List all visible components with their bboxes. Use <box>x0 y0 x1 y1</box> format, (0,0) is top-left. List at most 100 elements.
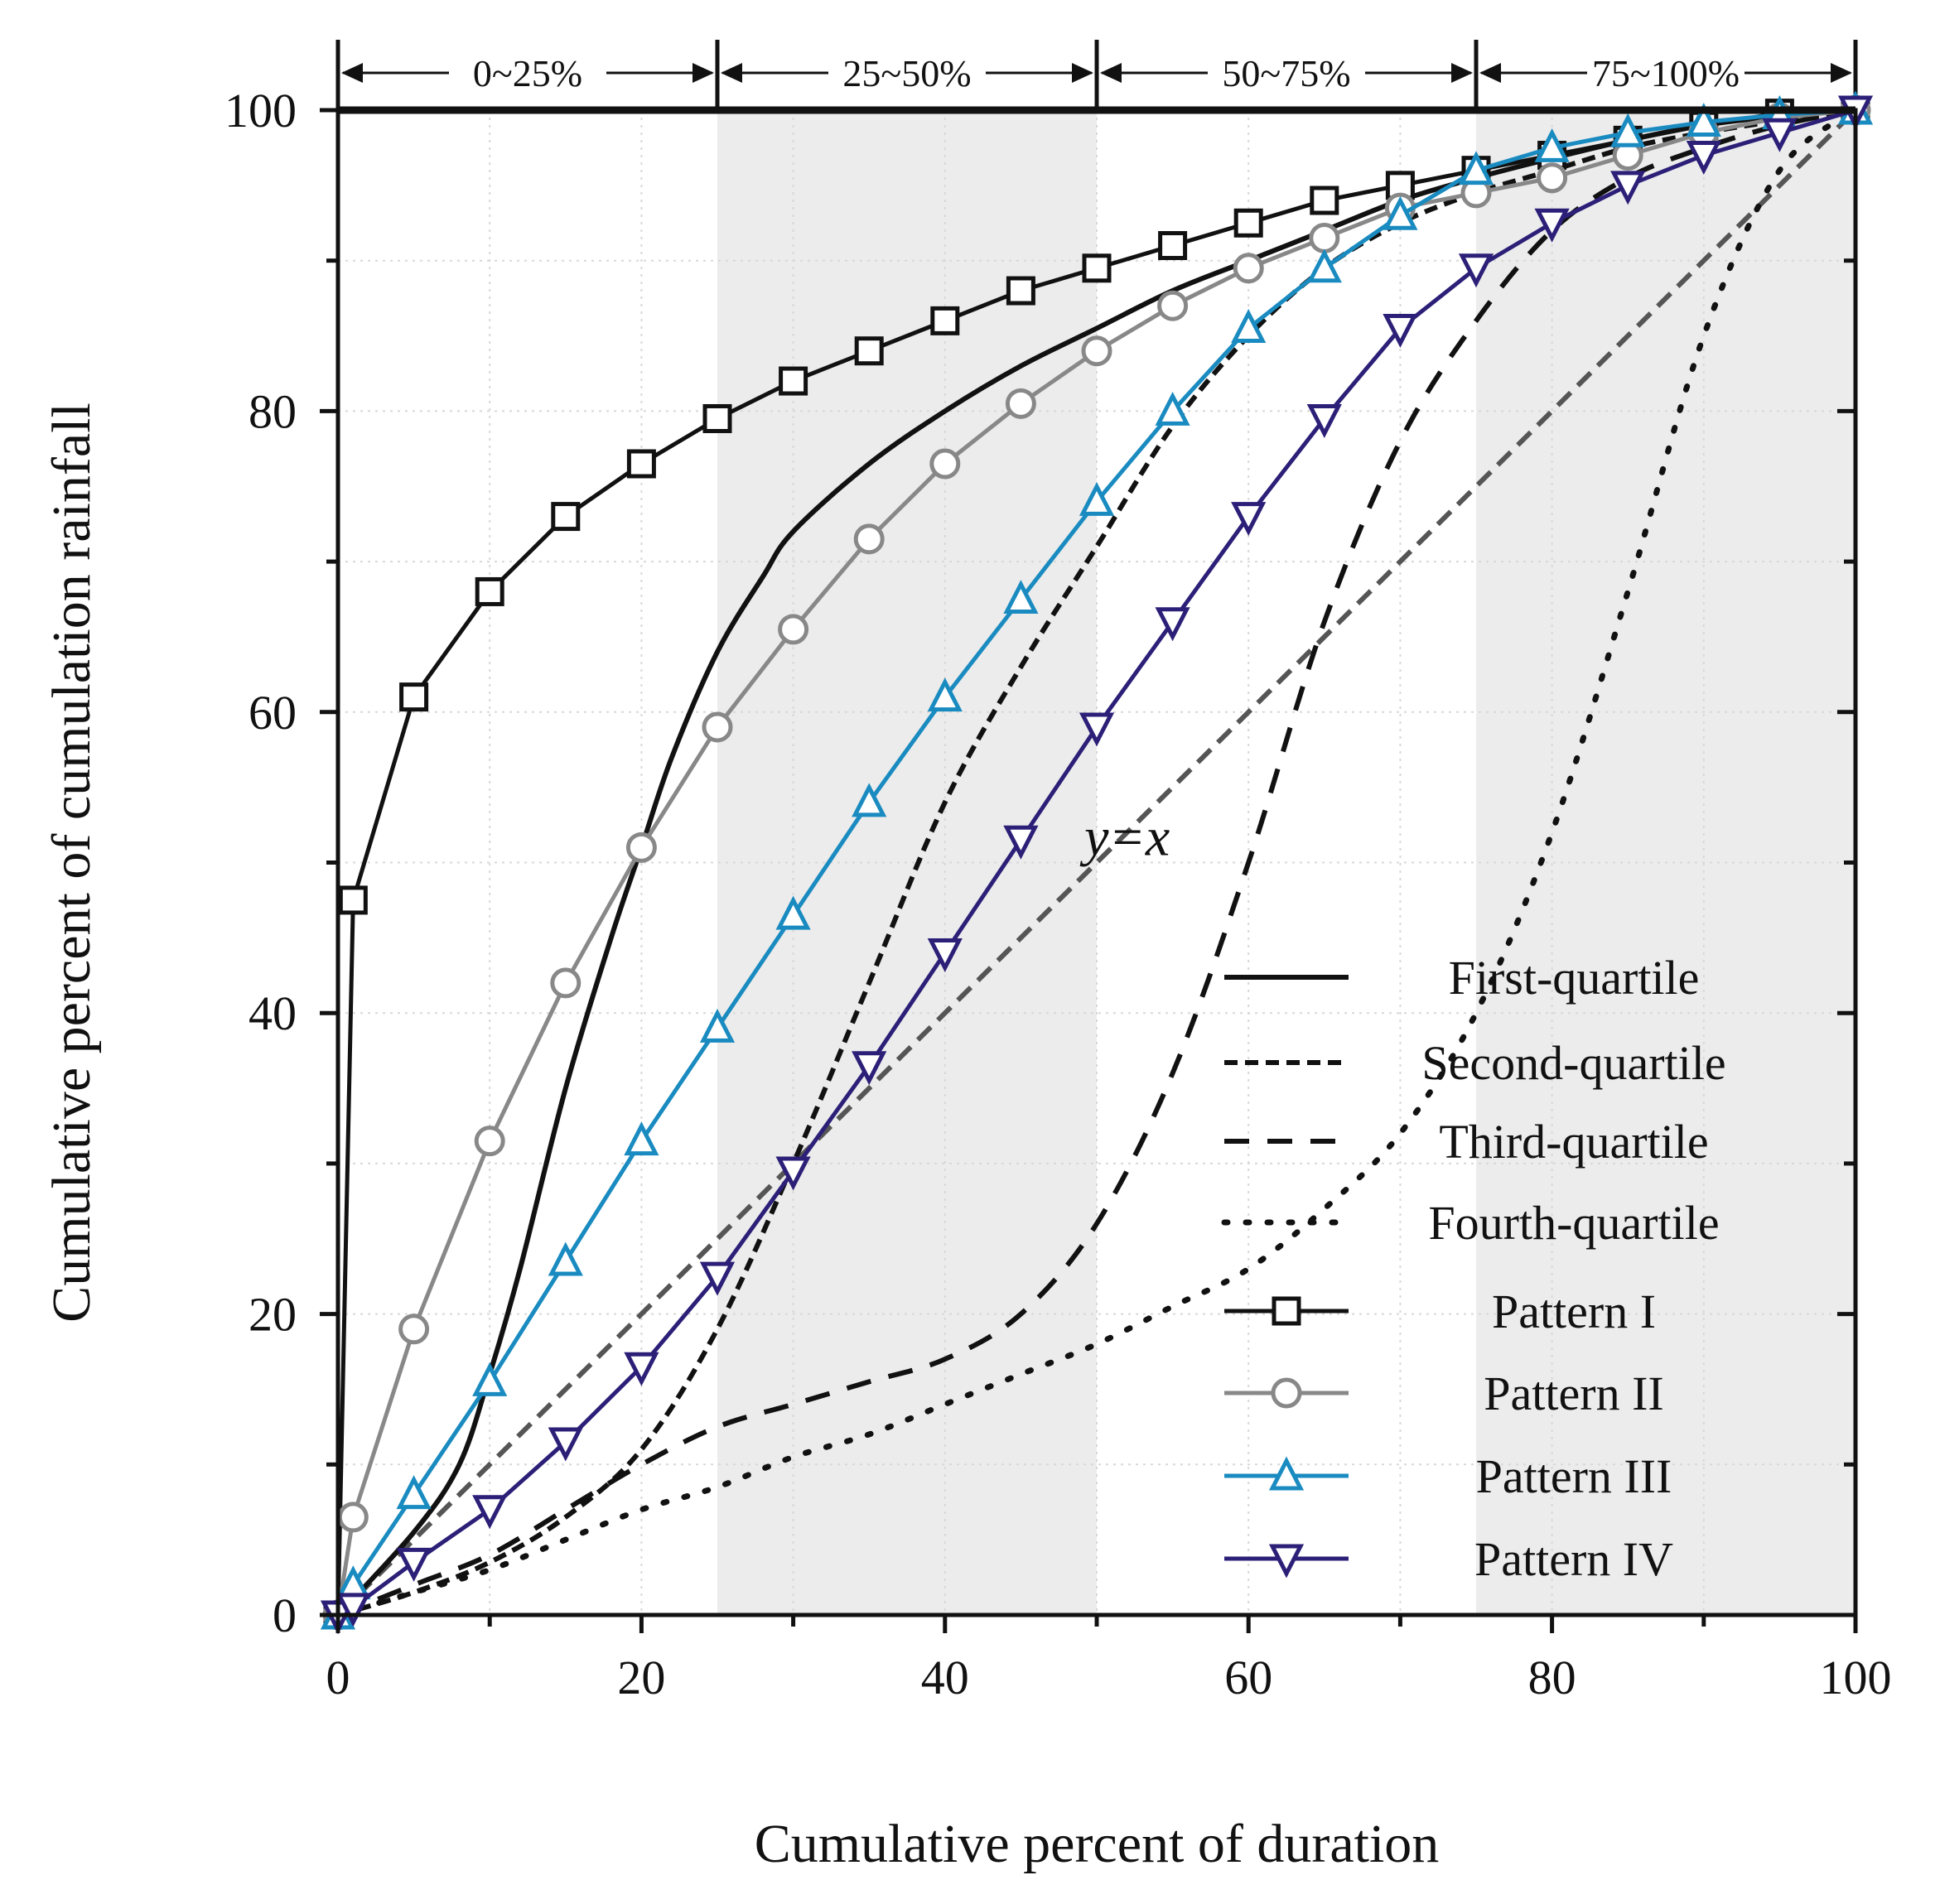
y-tick-label: 0 <box>273 1588 297 1642</box>
legend-label: Fourth-quartile <box>1428 1196 1719 1250</box>
y-tick-label: 80 <box>249 384 297 438</box>
legend-marker <box>1268 1456 1305 1491</box>
legend-label: Pattern II <box>1484 1367 1663 1420</box>
data-point-pattern-i <box>1310 186 1339 215</box>
data-point-pattern-i <box>1006 276 1035 306</box>
arrow-right-icon <box>1451 63 1473 83</box>
data-point-pattern-i <box>626 449 656 479</box>
data-point-pattern-iii <box>1003 580 1039 615</box>
reference-line <box>335 108 1858 1617</box>
data-point-pattern-i <box>338 885 368 915</box>
data-point-pattern-iv <box>699 1261 736 1296</box>
legend-item-third-quartile: Third-quartile <box>1224 1115 1709 1169</box>
data-point-pattern-iii <box>1155 391 1190 426</box>
legend-item-pattern-iv: Pattern IV <box>1224 1532 1673 1586</box>
legend-label: Second-quartile <box>1421 1036 1725 1090</box>
legend-marker <box>1272 1296 1301 1326</box>
data-point-pattern-ii <box>1157 290 1189 321</box>
data-point-pattern-iii <box>1231 309 1267 343</box>
data-point-pattern-iii <box>699 1008 736 1043</box>
data-point-pattern-iii <box>1686 103 1721 137</box>
data-point-pattern-i <box>854 336 884 366</box>
data-point-pattern-ii <box>1081 335 1112 367</box>
data-point-pattern-ii <box>702 711 733 743</box>
data-point-pattern-i <box>930 306 960 335</box>
series-line-pattern-iii <box>335 108 1856 1617</box>
data-point-pattern-ii <box>398 1314 430 1345</box>
data-point-pattern-ii <box>550 967 582 999</box>
x-tick-label: 100 <box>1820 1651 1892 1704</box>
tick-labels: 0 20 40 60 80 100 0 20 40 60 80 100 <box>224 84 1892 1704</box>
legend-label: Pattern III <box>1476 1449 1672 1503</box>
axis-ticks <box>320 108 1858 1633</box>
data-point-pattern-ii <box>1233 253 1264 284</box>
arrow-left-icon <box>341 63 363 83</box>
legend: First-quartile Second-quartile Third-quart… <box>1221 951 1726 1586</box>
y-tick-label: 100 <box>224 84 297 137</box>
data-point-pattern-ii <box>1309 222 1340 253</box>
legend-item-first-quartile: First-quartile <box>1224 951 1699 1005</box>
arrow-right-icon <box>693 63 714 83</box>
data-point-pattern-iii <box>927 677 963 712</box>
data-point-pattern-i <box>779 366 808 396</box>
data-point-pattern-i <box>1158 231 1188 261</box>
data-point-pattern-iv <box>1306 403 1342 438</box>
arrow-right-icon <box>1072 63 1093 83</box>
quartile-label-0: 0~25% <box>473 52 582 94</box>
legend-label: Pattern I <box>1492 1285 1656 1338</box>
data-point-pattern-iii <box>1306 248 1342 283</box>
series-line-first-quartile <box>335 108 1856 1617</box>
data-point-pattern-iii <box>1534 128 1570 162</box>
arrow-left-icon <box>1479 63 1501 83</box>
data-point-pattern-ii <box>625 831 657 863</box>
quartile-label-3: 75~100% <box>1592 52 1740 94</box>
data-point-pattern-iv <box>775 1156 811 1191</box>
data-point-pattern-iv <box>1458 253 1494 288</box>
data-point-pattern-iv <box>548 1427 583 1462</box>
legend-item-second-quartile: Second-quartile <box>1224 1036 1726 1090</box>
data-point-pattern-iii <box>548 1241 583 1276</box>
data-point-pattern-iv <box>1383 313 1418 348</box>
x-tick-label: 60 <box>1224 1651 1272 1704</box>
data-point-pattern-iv <box>335 1593 371 1627</box>
series-fourth-quartile <box>335 107 1859 1618</box>
y-tick-label: 60 <box>249 686 297 740</box>
quartile-brackets: 0~25% 25~50% 50~75% 75~100% <box>335 40 1858 110</box>
series-line-fourth-quartile <box>335 107 1859 1618</box>
data-point-pattern-ii <box>929 448 961 480</box>
legend-item-pattern-ii: Pattern II <box>1224 1367 1664 1420</box>
data-point-pattern-iv <box>1610 171 1646 205</box>
data-point-pattern-ii <box>474 1126 505 1157</box>
x-tick-label: 20 <box>617 1651 665 1704</box>
data-point-pattern-iv <box>396 1547 432 1582</box>
data-point-pattern-iii <box>775 895 811 930</box>
data-point-pattern-i <box>1233 208 1263 238</box>
data-point-pattern-i <box>702 403 732 433</box>
legend-item-fourth-quartile: Fourth-quartile <box>1221 1196 1720 1250</box>
data-point-pattern-iv <box>1003 825 1039 860</box>
legend-label: Pattern IV <box>1474 1532 1673 1586</box>
data-point-pattern-i <box>551 502 581 532</box>
series-line-pattern-ii <box>335 108 1856 1616</box>
data-point-pattern-iii <box>1610 113 1646 147</box>
data-point-pattern-ii <box>1537 162 1568 194</box>
arrow-left-icon <box>1100 63 1122 83</box>
legend-item-pattern-iii: Pattern III <box>1224 1449 1672 1503</box>
data-point-pattern-iii <box>472 1362 508 1396</box>
arrow-right-icon <box>1831 63 1852 83</box>
data-point-pattern-iii <box>1458 151 1494 186</box>
data-point-pattern-iii <box>1079 481 1115 516</box>
data-point-pattern-ii <box>337 1502 369 1533</box>
series-group <box>320 90 1874 1635</box>
series-line-pattern-i <box>335 108 1856 1616</box>
series-line-pattern-iv <box>336 108 1856 1617</box>
series-pattern-iii <box>320 90 1874 1630</box>
data-point-pattern-ii <box>853 523 885 555</box>
data-point-pattern-i <box>1082 253 1112 283</box>
data-point-pattern-iii <box>852 783 887 817</box>
data-point-pattern-iv <box>852 1051 887 1086</box>
quartile-label-2: 50~75% <box>1222 52 1350 94</box>
legend-label: First-quartile <box>1449 951 1700 1005</box>
data-point-pattern-iv <box>1155 607 1190 642</box>
data-point-pattern-iii <box>624 1121 659 1156</box>
